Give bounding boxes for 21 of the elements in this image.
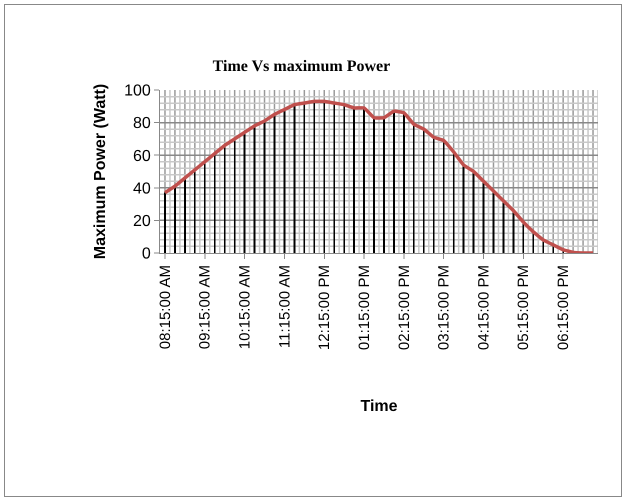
x-tick-label: 12:15:00 PM	[316, 265, 334, 350]
y-tick-label: 80	[133, 115, 151, 132]
y-tick-label: 40	[133, 180, 151, 198]
x-axis-title: Time	[360, 398, 398, 415]
y-tick-label: 0	[142, 246, 151, 263]
x-tick-label: 02:15:00 PM	[396, 265, 413, 350]
line-series	[163, 100, 595, 253]
x-tick-label: 01:15:00 PM	[356, 265, 373, 350]
chart-title: Time Vs maximum Power	[212, 58, 390, 75]
y-axis-title: Maximum Power (Watt)	[92, 84, 109, 260]
y-tick-label: 100	[124, 82, 151, 100]
x-tick-label: 11:15:00 AM	[276, 265, 294, 348]
x-tick-label: 03:15:00 PM	[436, 265, 453, 350]
x-tick-label: 08:15:00 AM	[156, 265, 174, 350]
x-tick-label: 06:15:00 PM	[555, 265, 572, 350]
y-tick-label: 20	[133, 213, 151, 230]
x-tick-label: 10:15:00 AM	[236, 265, 254, 350]
x-tick-label: 09:15:00 AM	[196, 265, 214, 350]
y-tick-label: 60	[133, 148, 151, 165]
x-tick-label: 05:15:00 PM	[515, 265, 532, 350]
x-tick-label: 04:15:00 PM	[475, 265, 492, 350]
